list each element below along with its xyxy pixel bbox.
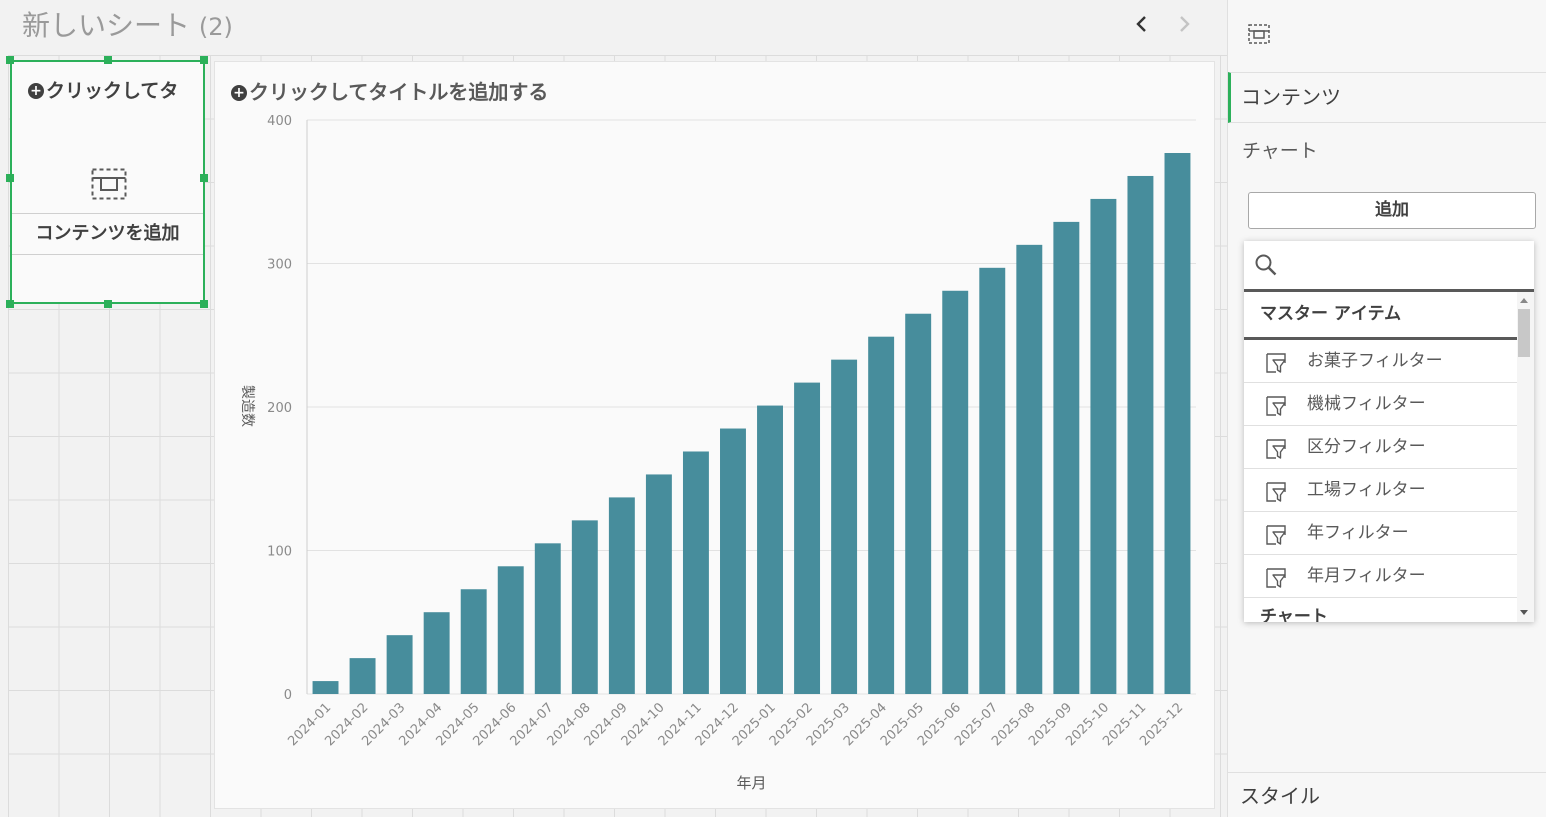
resize-handle-bottom[interactable]: [104, 300, 112, 308]
bar[interactable]: [720, 428, 746, 694]
bar[interactable]: [757, 405, 783, 694]
bar[interactable]: [1090, 198, 1117, 695]
bar[interactable]: [312, 681, 339, 694]
filter-pane-icon: [1264, 521, 1288, 545]
master-item-label: 区分フィルター: [1307, 437, 1426, 457]
y-tick-label: 200: [267, 401, 292, 416]
tab-style[interactable]: スタイル: [1228, 772, 1546, 817]
plus-circle-icon: +: [28, 83, 44, 99]
scroll-down-icon[interactable]: [1520, 610, 1528, 615]
charts-header[interactable]: チャート: [1260, 607, 1328, 622]
sheet-title-number: (2): [198, 13, 233, 41]
object-outline-icon: [1248, 24, 1270, 44]
bar[interactable]: [794, 382, 821, 694]
x-axis-title: 年月: [736, 774, 766, 792]
bar[interactable]: [460, 589, 487, 694]
bar[interactable]: [1127, 175, 1154, 695]
resize-handle-top[interactable]: [104, 56, 112, 64]
bar[interactable]: [349, 658, 376, 694]
bar[interactable]: [942, 290, 969, 694]
master-item-label: 年フィルター: [1307, 523, 1409, 543]
master-item[interactable]: 区分フィルター: [1244, 426, 1517, 469]
bar[interactable]: [905, 313, 932, 694]
resize-handle-right[interactable]: [200, 174, 208, 182]
placeholder-object-icon: [91, 168, 127, 200]
filter-pane-icon: [1264, 349, 1288, 373]
scrollbar[interactable]: [1517, 292, 1534, 622]
placeholder-title[interactable]: + クリックしてタ: [28, 76, 194, 103]
resize-handle-top-left[interactable]: [6, 56, 14, 64]
master-item[interactable]: お菓子フィルター: [1244, 340, 1517, 383]
sheet-title-text: 新しいシート: [22, 9, 191, 42]
add-chart-popover: マスター アイテム お菓子フィルター 機械フィルター 区分フィルター 工場フィルター年…: [1244, 241, 1534, 622]
master-items-header[interactable]: マスター アイテム: [1244, 292, 1517, 340]
search-input[interactable]: [1244, 241, 1534, 292]
bar-chart: 01002003004002024-012024-022024-032024-0…: [239, 114, 1196, 792]
bar[interactable]: [831, 359, 858, 694]
bar[interactable]: [534, 543, 561, 694]
y-tick-label: 100: [267, 545, 292, 560]
bar[interactable]: [645, 474, 672, 694]
bar[interactable]: [1053, 221, 1080, 694]
bar[interactable]: [979, 267, 1006, 694]
master-item[interactable]: 年月フィルター: [1244, 555, 1517, 598]
filter-pane-icon: [1264, 392, 1288, 416]
bar[interactable]: [682, 451, 709, 694]
sheet-area: 新しいシート (2) + クリックしてタ コンテンツを追加 + クリックしてタイトル…: [6, 4, 1227, 817]
tab-contents[interactable]: コンテンツ: [1228, 72, 1546, 123]
placeholder-object[interactable]: + クリックしてタ コンテンツを追加: [10, 60, 205, 304]
resize-handle-bottom-left[interactable]: [6, 300, 14, 308]
add-content-button[interactable]: コンテンツを追加: [12, 213, 203, 255]
chart-title-text: クリックしてタイトルを追加する: [249, 80, 549, 104]
chevron-left-icon[interactable]: [1130, 12, 1154, 36]
master-item-label: 年月フィルター: [1307, 566, 1426, 586]
bar[interactable]: [868, 336, 895, 694]
chart-section-label: チャート: [1242, 140, 1318, 162]
chevron-right-icon[interactable]: [1172, 12, 1196, 36]
resize-handle-left[interactable]: [6, 174, 14, 182]
master-item-label: 機械フィルター: [1307, 394, 1426, 414]
master-item-label: 工場フィルター: [1307, 480, 1426, 500]
resize-handle-top-right[interactable]: [200, 56, 208, 64]
sheet-title: 新しいシート (2): [22, 4, 233, 44]
plus-circle-icon: +: [231, 85, 247, 101]
bar-chart-object[interactable]: + クリックしてタイトルを追加する 0 100 200 300 400 2024-01 202…: [214, 61, 1215, 809]
bar[interactable]: [1164, 153, 1191, 694]
y-tick-label: 0: [284, 688, 292, 703]
master-item[interactable]: 機械フィルター: [1244, 383, 1517, 426]
bar[interactable]: [1016, 244, 1043, 694]
filter-pane-icon: [1264, 435, 1288, 459]
bar[interactable]: [423, 612, 450, 694]
master-item-label: お菓子フィルター: [1307, 351, 1443, 371]
master-item[interactable]: 年フィルター: [1244, 512, 1517, 555]
add-chart-button[interactable]: 追加: [1248, 192, 1536, 229]
filter-pane-icon: [1264, 564, 1288, 588]
bar[interactable]: [386, 635, 413, 694]
bar[interactable]: [608, 497, 635, 694]
filter-pane-icon: [1264, 478, 1288, 502]
placeholder-title-text: クリックしてタ: [46, 80, 179, 102]
y-tick-label: 400: [267, 114, 292, 129]
bar[interactable]: [497, 566, 524, 694]
search-icon: [1254, 253, 1278, 277]
scroll-thumb[interactable]: [1518, 309, 1530, 357]
bar[interactable]: [571, 520, 598, 694]
resize-handle-bottom-right[interactable]: [200, 300, 208, 308]
chart-title[interactable]: + クリックしてタイトルを追加する: [231, 76, 548, 105]
y-tick-label: 300: [267, 258, 292, 273]
scroll-up-icon[interactable]: [1520, 298, 1528, 303]
master-item[interactable]: 工場フィルター: [1244, 469, 1517, 512]
y-axis-title: 製造数: [239, 385, 255, 427]
properties-panel: コンテンツ チャート 追加 マスター アイテム お菓子フィルター 機械フィルター区…: [1227, 0, 1546, 817]
